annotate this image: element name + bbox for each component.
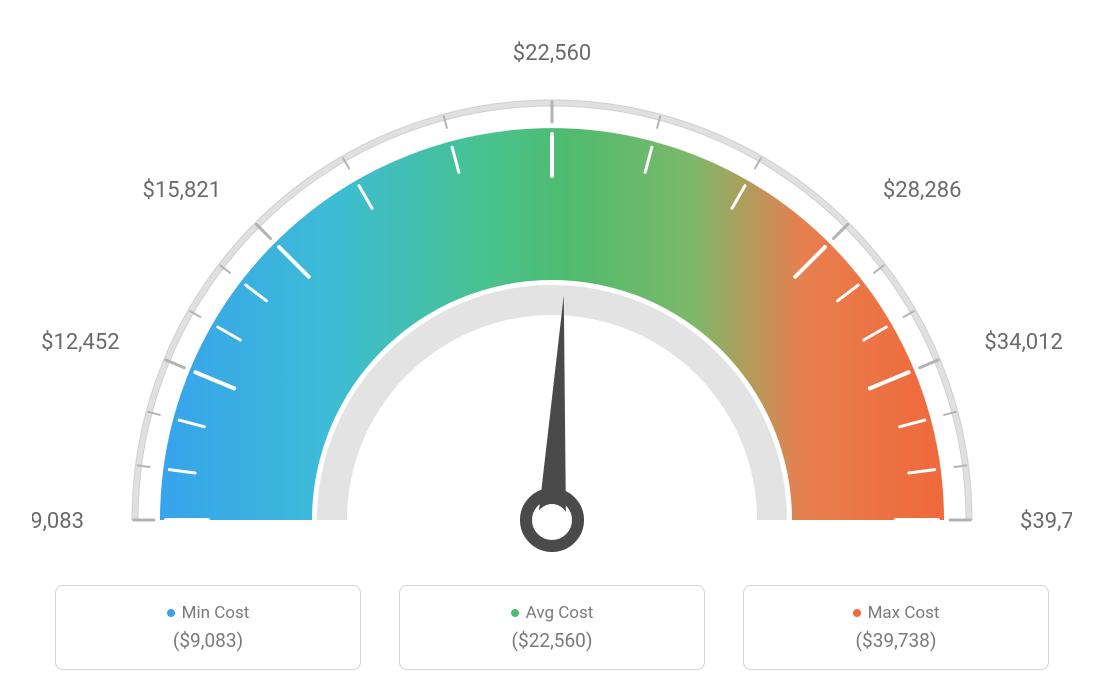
svg-text:$9,083: $9,083 [32,509,84,534]
legend-dot-max [853,609,861,617]
legend-label-min: Min Cost [182,603,250,623]
gauge-svg: $9,083 $12,452 $15,821 $22,560 $28,286 $34,01… [32,20,1072,580]
legend-card-max: Max Cost ($39,738) [743,585,1049,670]
legend-title-max: Max Cost [853,603,940,623]
legend-label-max: Max Cost [868,603,940,623]
legend-value-avg: ($22,560) [512,629,593,652]
svg-text:$34,012: $34,012 [984,330,1063,355]
svg-text:$39,738: $39,738 [1020,509,1072,534]
legend-value-max: ($39,738) [856,629,937,652]
legend-dot-avg [511,609,519,617]
svg-text:$28,286: $28,286 [883,178,962,203]
svg-text:$22,560: $22,560 [513,41,592,66]
svg-text:$12,452: $12,452 [41,330,120,355]
legend-dot-min [167,609,175,617]
legend-label-avg: Avg Cost [526,603,594,623]
legend-title-avg: Avg Cost [511,603,594,623]
gauge-chart: $9,083 $12,452 $15,821 $22,560 $28,286 $34,01… [32,20,1072,580]
legend-card-avg: Avg Cost ($22,560) [399,585,705,670]
legend-title-min: Min Cost [167,603,250,623]
legend-row: Min Cost ($9,083) Avg Cost ($22,560) Max… [55,585,1049,670]
legend-value-min: ($9,083) [173,629,243,652]
legend-card-min: Min Cost ($9,083) [55,585,361,670]
svg-text:$15,821: $15,821 [143,178,222,203]
